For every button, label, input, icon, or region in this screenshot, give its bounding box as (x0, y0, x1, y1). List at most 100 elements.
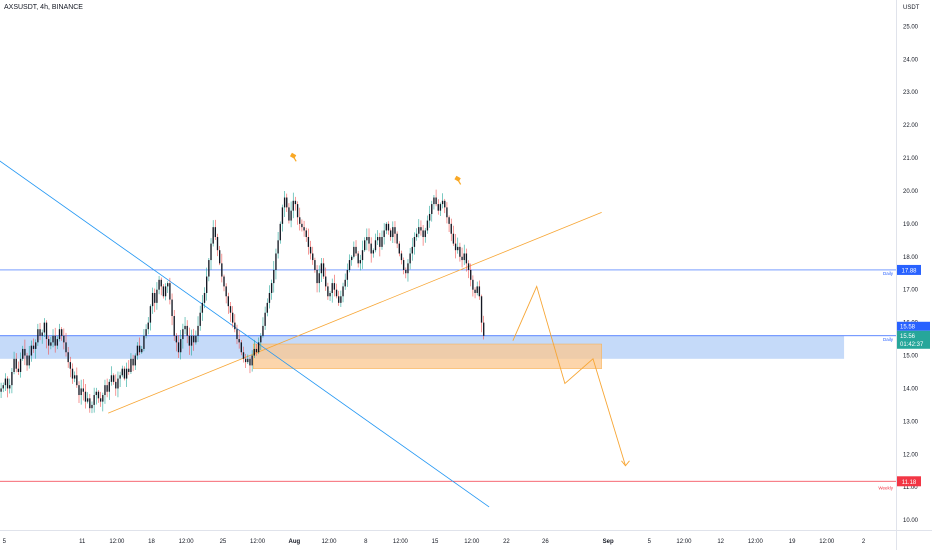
falling-trendline[interactable] (0, 158, 490, 508)
candle-body (45, 322, 48, 340)
candle-body (273, 269, 275, 284)
candle-body (193, 335, 195, 343)
candle-body (136, 345, 139, 356)
candle-body (439, 204, 442, 211)
candle-body (99, 398, 102, 402)
candle-body (97, 391, 100, 399)
candle-body (9, 385, 11, 389)
candle-body (361, 250, 364, 261)
candle-body (333, 283, 336, 290)
candle-body (394, 227, 396, 234)
level-price-badge (897, 476, 921, 487)
x-tick-label: Sep (603, 539, 614, 545)
candle-body (370, 243, 372, 254)
levels-layer: Daily Daily Weekly (0, 269, 896, 490)
axis-layer[interactable]: 25.00 24.00 23.00 22.00 21.00 20.00 19.00 18.00… (3, 24, 919, 545)
candle-body (162, 286, 165, 297)
candle-body (405, 269, 407, 274)
projection-path[interactable] (512, 285, 626, 466)
candle-body (43, 322, 46, 333)
candle-body (275, 253, 277, 270)
candle-body (2, 385, 4, 389)
level-tag-weekly: Weekly (878, 485, 893, 490)
candle-body (238, 339, 240, 343)
candle-body (26, 355, 28, 366)
candle-body (338, 296, 340, 303)
candle-body (292, 200, 294, 211)
candle-body (301, 223, 303, 228)
y-tick-label: 13.00 (903, 419, 919, 425)
candle-body (299, 217, 301, 224)
x-tick-label: 12:00 (250, 539, 266, 545)
candle-body (190, 335, 193, 346)
level-tag-daily: Daily (883, 337, 894, 342)
candle-body (316, 269, 318, 284)
candle-body (167, 283, 169, 287)
candle-body (171, 299, 173, 317)
candle-body (420, 227, 422, 231)
candle-body (175, 335, 178, 343)
candle-body (290, 210, 292, 221)
candle-body (240, 342, 242, 353)
candle-body (472, 279, 474, 290)
candle-body (125, 368, 128, 379)
x-tick-label: 22 (503, 539, 510, 545)
candle-body (383, 230, 385, 238)
candle-body (359, 260, 362, 264)
candle-body (307, 237, 310, 247)
y-tick-label: 15.00 (903, 354, 919, 360)
candle-body (58, 329, 61, 340)
candle-body (227, 296, 229, 307)
x-tick-label: 25 (220, 539, 227, 545)
y-tick-label: 10.00 (903, 518, 919, 524)
live-price-badge (897, 330, 930, 349)
symbol-title[interactable]: AXSUSDT, 4h, BINANCE (4, 4, 83, 11)
rising-trendline[interactable] (108, 211, 602, 414)
y-tick-label: 12.00 (903, 452, 919, 458)
candle-body (470, 269, 472, 280)
candle-body (331, 283, 333, 293)
candle-body (143, 335, 145, 349)
candle-body (242, 352, 245, 359)
candle-body (184, 325, 186, 330)
candle-body (251, 355, 253, 366)
candle-body (180, 339, 182, 353)
candle-body (379, 237, 381, 247)
x-tick-label: 19 (789, 539, 796, 545)
flag-head (289, 152, 297, 159)
x-tick-label: 5 (3, 539, 7, 545)
candle-body (24, 348, 26, 356)
candle-body (463, 253, 465, 261)
candle-body (446, 207, 448, 218)
zones-layer (0, 335, 845, 369)
candle-body (160, 279, 162, 287)
candle-body (283, 197, 286, 208)
fractal-flag-icon (289, 152, 297, 162)
candle-body (249, 358, 251, 366)
candle-body (366, 237, 368, 241)
candle-body (454, 243, 457, 251)
flag-head (454, 175, 461, 182)
candle-body (344, 279, 346, 287)
y-tick-label: 18.00 (903, 255, 919, 261)
candle-body (374, 240, 377, 251)
candle-body (73, 375, 76, 379)
candle-body (244, 358, 247, 363)
candle-body (303, 227, 305, 231)
x-tick-label: 11 (79, 539, 86, 545)
candle-body (231, 312, 234, 323)
candle-body (78, 385, 80, 396)
x-tick-label: Aug (289, 539, 301, 545)
candle-body (52, 335, 54, 343)
candle-body (117, 378, 119, 389)
trendlines-layer[interactable] (0, 158, 630, 508)
candle-body (389, 230, 392, 238)
x-tick-label: 12:00 (393, 539, 409, 545)
candle-body (145, 329, 147, 336)
candle-body (188, 335, 191, 346)
candle-body (441, 200, 444, 205)
x-tick-label: 12:00 (109, 539, 125, 545)
candle-body (340, 296, 342, 303)
